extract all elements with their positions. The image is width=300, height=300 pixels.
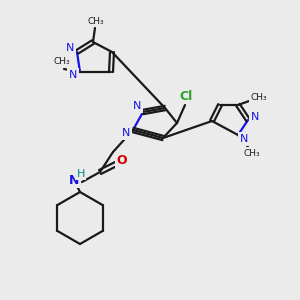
- Text: N: N: [69, 173, 79, 187]
- Text: N: N: [122, 128, 130, 138]
- Text: O: O: [117, 154, 127, 166]
- Text: N: N: [133, 101, 141, 111]
- Text: N: N: [69, 70, 77, 80]
- Text: H: H: [77, 169, 85, 179]
- Text: CH₃: CH₃: [251, 92, 267, 101]
- Text: N: N: [240, 134, 248, 144]
- Text: CH₃: CH₃: [54, 56, 70, 65]
- Text: CH₃: CH₃: [88, 16, 104, 26]
- Text: N: N: [66, 43, 74, 53]
- Text: Cl: Cl: [179, 89, 193, 103]
- Text: N: N: [251, 112, 259, 122]
- Text: CH₃: CH₃: [244, 148, 260, 158]
